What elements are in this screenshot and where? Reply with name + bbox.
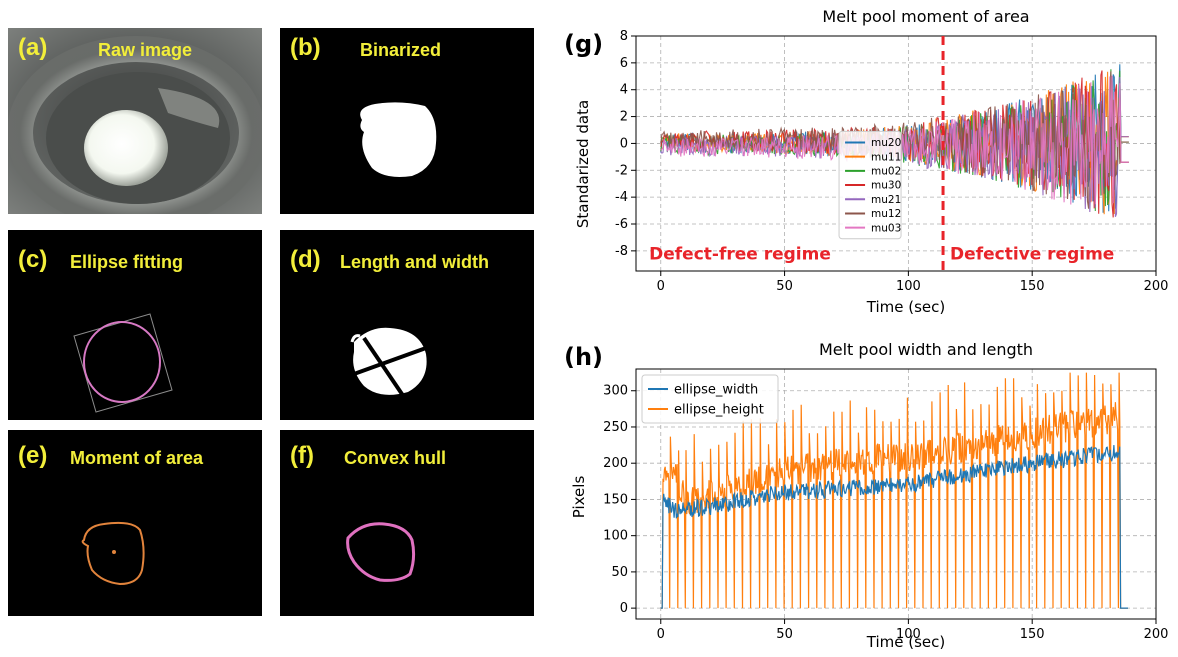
panel-e-letter: (e) [18,442,48,469]
binarized-graphic [360,102,437,177]
panel-raw-image: (a) Raw image [8,28,262,214]
panel-e-caption: Moment of area [70,448,204,468]
panel-ellipse-fitting: (c) Ellipse fitting [8,230,262,420]
g-legend: mu20 mu11 mu02 mu30 mu21 mu12 mu03 [838,130,902,240]
h-ytick-label: 300 [603,384,628,399]
h-xtick-label: 0 [657,627,665,642]
g-annotation-defect-free: Defect-free regime [649,245,831,265]
g-xtick-label: 50 [776,279,793,294]
g-title: Melt pool moment of area [822,7,1029,26]
g-xtick-label: 100 [896,279,921,294]
h-xtick-label: 150 [1020,627,1045,642]
g-ytick-label: -4 [615,190,628,205]
g-legend-label: mu21 [871,194,901,206]
h-axes: 0 50 100 150 200 0 50 100 150 200 250 300 [603,368,1169,642]
convex-hull-graphic [346,522,416,582]
g-ylabel: Standarized data [574,100,592,228]
h-ytick-label: 0 [620,601,628,616]
h-ytick-label: 250 [603,420,628,435]
panel-b-letter: (b) [290,34,321,61]
g-ytick-label: -8 [615,244,628,259]
g-ytick-label: 4 [620,83,628,98]
h-xtick-label: 200 [1144,627,1169,642]
panel-convex-hull: (f) Convex hull [280,430,534,616]
length-width-graphic [350,327,427,402]
h-xtick-label: 100 [896,627,921,642]
h-plot-area [660,372,1128,609]
h-title: Melt pool width and length [819,340,1033,359]
ellipse-fitting-graphic [73,313,173,413]
moment-of-area-graphic [81,521,145,586]
h-series-ellipse_width [660,445,1128,609]
panel-moment-of-area: (e) Moment of area [8,430,262,616]
g-ytick-label: 8 [620,29,628,44]
h-ytick-label: 50 [611,565,628,580]
g-ytick-label: 6 [620,56,628,71]
h-ytick-label: 100 [603,529,628,544]
panel-f-letter: (f) [290,442,314,469]
panel-d-caption: Length and width [340,252,489,272]
panel-a-caption: Raw image [98,40,193,60]
g-legend-label: mu30 [871,180,901,192]
panel-d-letter: (d) [290,246,321,273]
panel-a-letter: (a) [18,34,48,61]
h-ytick-label: 150 [603,492,628,507]
g-ytick-label: 2 [620,110,628,125]
h-ylabel: Pixels [570,476,588,519]
raw-image-graphic [8,28,262,214]
g-panel-label: (g) [564,30,603,58]
g-xlabel: Time (sec) [866,298,945,316]
g-legend-label: mu03 [871,222,901,234]
h-panel-label: (h) [564,343,603,371]
g-legend-label: mu11 [871,151,901,163]
h-legend-label: ellipse_height [674,403,764,418]
g-ytick-label: -6 [615,217,628,232]
g-xtick-label: 0 [657,279,665,294]
h-legend-label: ellipse_width [674,383,758,398]
panel-length-width: (d) Length and width [280,230,534,420]
panel-c-caption: Ellipse fitting [70,252,184,272]
width-length-chart: (h) Melt pool width and length Time (sec… [564,340,1169,651]
h-legend: ellipse_width ellipse_height [641,374,779,424]
panel-b-caption: Binarized [360,40,442,60]
h-xtick-label: 50 [776,627,793,642]
g-legend-label: mu12 [871,208,901,220]
g-annotation-defective: Defective regime [950,245,1114,265]
moment-of-area-chart: (g) Melt pool moment of area Time (sec) … [564,7,1168,316]
g-legend-label: mu20 [871,137,901,149]
h-ytick-label: 200 [603,456,628,471]
h-legend-box [641,374,779,424]
h-xlabel: Time (sec) [866,633,945,651]
g-axes: 0 50 100 150 200 -8 -6 -4 -2 0 2 4 6 8 [615,29,1168,294]
panel-f-caption: Convex hull [344,448,447,468]
g-xtick-label: 150 [1020,279,1045,294]
g-legend-label: mu02 [871,166,901,178]
g-xtick-label: 200 [1144,279,1169,294]
g-legend-box [838,130,902,240]
h-series-ellipse_height [660,372,1128,609]
h-frame [635,368,1157,620]
panel-c-letter: (c) [18,246,48,273]
g-ytick-label: 0 [620,136,628,151]
g-ytick-label: -2 [615,163,628,178]
g-frame [635,35,1157,272]
panel-binarized: (b) Binarized [280,28,534,214]
